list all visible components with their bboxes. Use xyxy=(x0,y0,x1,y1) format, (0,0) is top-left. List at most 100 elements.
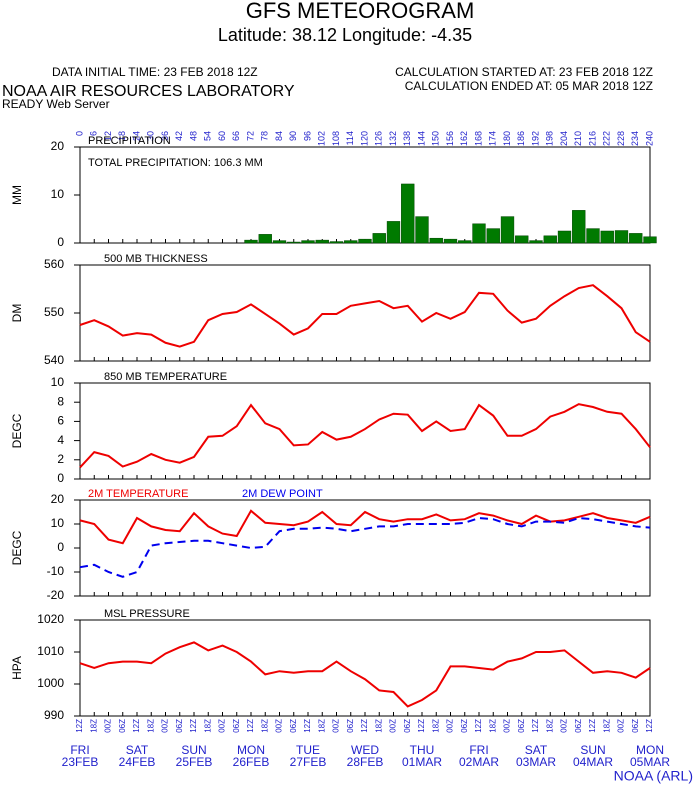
hour-label: 120 xyxy=(359,131,369,146)
utc-label: 06Z xyxy=(517,719,526,733)
y-tick-label: 10 xyxy=(51,187,65,201)
y-tick-label: 4 xyxy=(57,433,64,447)
bar xyxy=(458,240,472,244)
y-tick-label: 10 xyxy=(51,375,65,389)
bar xyxy=(600,230,614,244)
hour-label: 108 xyxy=(331,131,341,146)
hour-label: 192 xyxy=(530,131,540,146)
calc-started: CALCULATION STARTED AT: 23 FEB 2018 12Z xyxy=(395,65,653,79)
utc-label: 18Z xyxy=(317,719,326,733)
hour-label: 12 xyxy=(103,131,113,141)
date-label: 28FEB xyxy=(347,755,384,769)
hour-label: 156 xyxy=(445,131,455,146)
bar xyxy=(643,236,657,244)
y-tick-label: 1010 xyxy=(37,644,64,658)
hour-label: 162 xyxy=(459,131,469,146)
bar xyxy=(515,235,529,244)
utc-label: 12Z xyxy=(588,719,597,733)
y-tick-label: 1000 xyxy=(37,676,64,690)
line xyxy=(79,403,651,469)
utc-label: 00Z xyxy=(218,719,227,733)
utc-label: 12Z xyxy=(645,719,654,733)
hour-label: 210 xyxy=(573,131,583,146)
legend-entry: 2M TEMPERATURE xyxy=(88,488,188,500)
hour-label: 84 xyxy=(274,131,284,141)
subtitle: Latitude: 38.12 Longitude: -4.35 xyxy=(218,25,472,45)
date-label: 03MAR xyxy=(516,755,556,769)
hour-label: 78 xyxy=(260,131,270,141)
bar xyxy=(287,241,301,244)
date-label: 23FEB xyxy=(62,755,99,769)
hour-label: 24 xyxy=(131,131,141,141)
org: NOAA AIR RESOURCES LABORATORY xyxy=(2,83,295,100)
day-label: THU xyxy=(410,743,435,757)
utc-label: 12Z xyxy=(189,719,198,733)
hour-label: 174 xyxy=(488,131,498,146)
bar xyxy=(429,237,443,244)
utc-label: 00Z xyxy=(617,719,626,733)
day-label: MON xyxy=(237,743,265,757)
bar xyxy=(244,239,258,244)
bar xyxy=(614,230,629,244)
hour-label: 90 xyxy=(288,131,298,141)
y-tick-label: 8 xyxy=(57,394,64,408)
hour-label: 126 xyxy=(374,131,384,146)
y-tick-label: -20 xyxy=(47,588,65,602)
utc-label: 12Z xyxy=(132,719,141,733)
bar xyxy=(543,235,557,244)
bar xyxy=(344,240,358,244)
hour-label: 60 xyxy=(217,131,227,141)
date-label: 27FEB xyxy=(290,755,327,769)
utc-label: 00Z xyxy=(503,719,512,733)
hour-label: 72 xyxy=(245,131,255,141)
y-label: MM xyxy=(10,185,24,205)
bar xyxy=(258,234,272,244)
utc-label: 06Z xyxy=(346,719,355,733)
utc-label: 00Z xyxy=(389,719,398,733)
calc-ended: CALCULATION ENDED AT: 05 MAR 2018 12Z xyxy=(405,79,653,93)
y-tick-label: -10 xyxy=(47,564,65,578)
bar xyxy=(301,240,315,244)
utc-label: 18Z xyxy=(146,719,155,733)
bar xyxy=(500,216,515,244)
y-label: DEGC xyxy=(10,413,24,448)
hour-label: 150 xyxy=(431,131,441,146)
server: READY Web Server xyxy=(2,97,110,111)
utc-label: 00Z xyxy=(332,719,341,733)
y-label: DM xyxy=(10,304,24,323)
footer: NOAA (ARL) xyxy=(614,768,693,784)
utc-label: 12Z xyxy=(75,719,84,733)
y-tick-label: 2 xyxy=(57,452,64,466)
utc-label: 18Z xyxy=(203,719,212,733)
hour-label: 102 xyxy=(317,131,327,146)
date-label: 01MAR xyxy=(402,755,442,769)
hour-label: 54 xyxy=(203,131,213,141)
day-label: FRI xyxy=(469,743,488,757)
bar xyxy=(443,238,458,244)
annotation: TOTAL PRECIPITATION: 106.3 MM xyxy=(88,157,263,169)
hour-label: 198 xyxy=(545,131,555,146)
bar xyxy=(401,183,415,244)
day-label: FRI xyxy=(70,743,89,757)
day-label: WED xyxy=(351,743,379,757)
y-tick-label: 6 xyxy=(57,414,64,428)
hour-label: 180 xyxy=(502,131,512,146)
hour-label: 144 xyxy=(416,131,426,146)
utc-label: 12Z xyxy=(246,719,255,733)
utc-label: 12Z xyxy=(360,719,369,733)
date-label: 26FEB xyxy=(233,755,270,769)
day-label: TUE xyxy=(296,743,320,757)
bar xyxy=(372,233,386,244)
utc-label: 18Z xyxy=(89,719,98,733)
bar xyxy=(415,216,429,244)
y-tick-label: 0 xyxy=(57,235,64,249)
hour-label: 228 xyxy=(616,131,626,146)
panel-frame xyxy=(79,499,651,597)
bar xyxy=(586,228,600,244)
hour-label: 204 xyxy=(559,131,569,146)
hour-label: 0 xyxy=(74,131,84,136)
bar xyxy=(629,233,643,244)
panel-frame xyxy=(79,382,651,480)
bar xyxy=(358,238,372,244)
utc-label: 12Z xyxy=(531,719,540,733)
